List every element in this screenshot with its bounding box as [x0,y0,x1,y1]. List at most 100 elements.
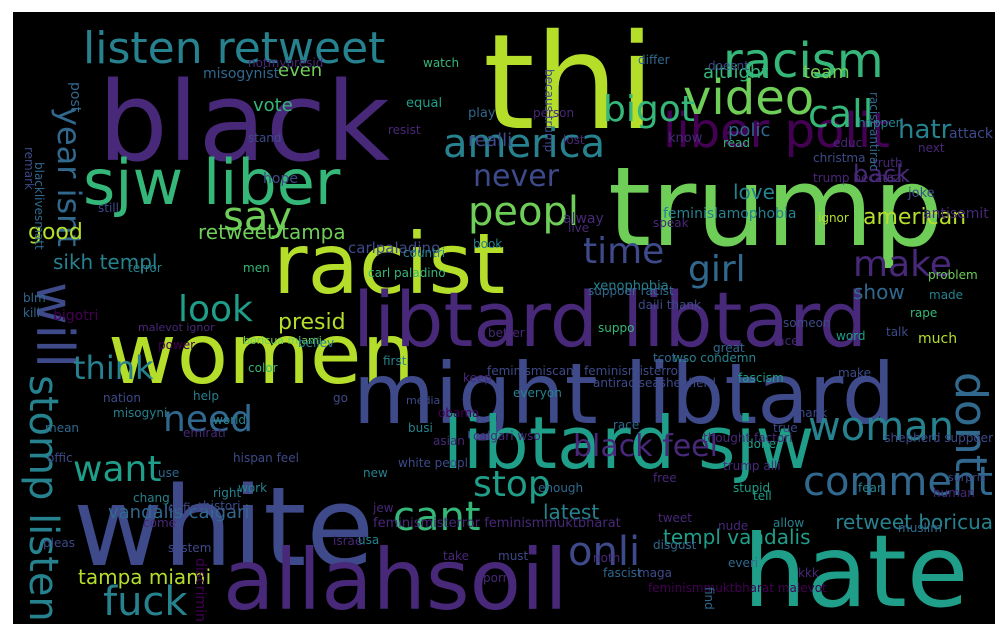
word-porn: porn [483,571,511,585]
word-read: read [723,136,751,150]
word-problem: problem [928,268,978,282]
word-onli: onli [568,529,641,575]
word-suppoer-racist: suppoer racist [588,284,674,298]
word-stupid: stupid [733,481,771,495]
word-black-feel: black feel [573,429,718,464]
word-pleas: pleas [43,536,75,550]
word-show: show [853,280,905,304]
word-nazi: nazi [878,171,905,186]
word-say: say [223,194,293,240]
word-use: use [158,466,180,480]
word-post: post [67,82,83,113]
word-truth: truth [873,156,903,170]
word-black: black [98,58,390,186]
word-take: take [443,549,469,563]
word-hate: hate [743,513,969,624]
word-retweet-tampa: retweet tampa [198,220,346,244]
word-talk: talk [886,325,909,339]
word-trump: trump [608,143,944,271]
word-presid: presid [278,310,346,335]
word-carl-paladino: carl paladino [368,266,446,280]
word-noth: noth [593,551,621,565]
word-must: must [498,549,529,563]
word-antisemit: antisemit [923,206,989,222]
word-racism: racism [723,33,884,89]
word-usa: usa [358,533,380,547]
word-next: next [918,141,945,155]
word-muslim: muslim [898,521,942,535]
word-system: system [168,541,212,555]
word-christma: christma [813,151,866,165]
word-wso-condemn: wso condemn [673,351,757,365]
word-polic: polic [728,120,771,141]
word-everi: everi [728,556,759,570]
word-go: go [333,391,348,405]
word-better: better [488,326,525,340]
word-disgust: disgust [653,538,697,552]
word-peopl: peopl [468,189,579,235]
word-fuck: fuck [103,579,188,624]
word-stop: stop [473,464,551,505]
word-first: first [383,354,407,368]
word-trump-becaus: trump becaus [813,171,897,185]
word-equal: equal [406,96,443,111]
word-xenophobia: xenophobia [593,279,669,294]
word-obama: obama [438,406,480,420]
word-great: great [713,341,745,355]
word-come: come [143,516,177,530]
word-true: true [773,421,798,435]
word-white: white [73,463,375,591]
word-video: video [683,70,815,126]
word-will: will [24,282,84,368]
word-latest: latest [543,500,600,524]
word-realli: realli [468,130,513,151]
word-stomp-listen: stomp listen [20,375,66,622]
word-vandalis-calgari: vandalis calgari [108,502,250,523]
word-vote: vote [253,95,293,116]
word-daili-thank: daili thank [638,298,702,312]
word-maga: maga [638,566,673,580]
word-allow: allow [773,516,805,530]
word-notmypresid: notmypresid [248,56,324,70]
word-bigot: bigot [603,89,695,130]
word-make: make [838,366,871,380]
word-work: work [238,481,268,495]
word-live: live [568,221,590,235]
word-year-isnt: year isnt [50,107,88,247]
word-countri: countri [403,246,446,260]
word-cloud-image: thi black trump white racist women sjw liber mi… [13,12,995,624]
word-much: much [918,331,958,347]
word-differ: differ [638,53,670,67]
word-call: call [808,92,874,136]
word-libtard-sjw: libtard sjw [443,401,815,485]
word-still: still [98,201,119,215]
word-fascism: fascism [738,371,784,385]
word-love: love [733,180,775,204]
word-calgari-wso: calgari wso [473,429,541,443]
word-watch: watch [423,56,460,70]
word-power: power [158,338,196,352]
word-media: media [406,394,441,407]
word-white-peopl: white peopl [398,456,468,470]
word-help: help [193,389,219,403]
word-play: play [468,106,496,121]
word-comment: comment [802,459,993,505]
word-cant: cant [393,494,481,540]
word-happen: happen [858,116,904,130]
word-feminismmuktbharat-malevot: feminismmuktbharat malevot [648,581,827,595]
word-sjw-liber: sjw liber [83,146,341,219]
word-misogyni: misogyni [113,406,168,420]
word-everyon: everyon [513,386,562,400]
word-lost: lost [563,133,585,147]
word-shepherd-suppoer: shepherd suppoer [884,431,993,445]
word-book: book [473,237,503,251]
word-ignor: ignor [818,211,849,225]
word-women: women [108,305,415,403]
word-even: even [278,60,323,81]
word-discrimin: discrimin [192,558,208,622]
word-altright: altright [703,62,769,83]
word-kkk: kkk [798,566,819,580]
word-listen-retweet: listen retweet [83,23,386,74]
word-someon: someon [783,316,831,330]
word-know: know [668,131,703,146]
